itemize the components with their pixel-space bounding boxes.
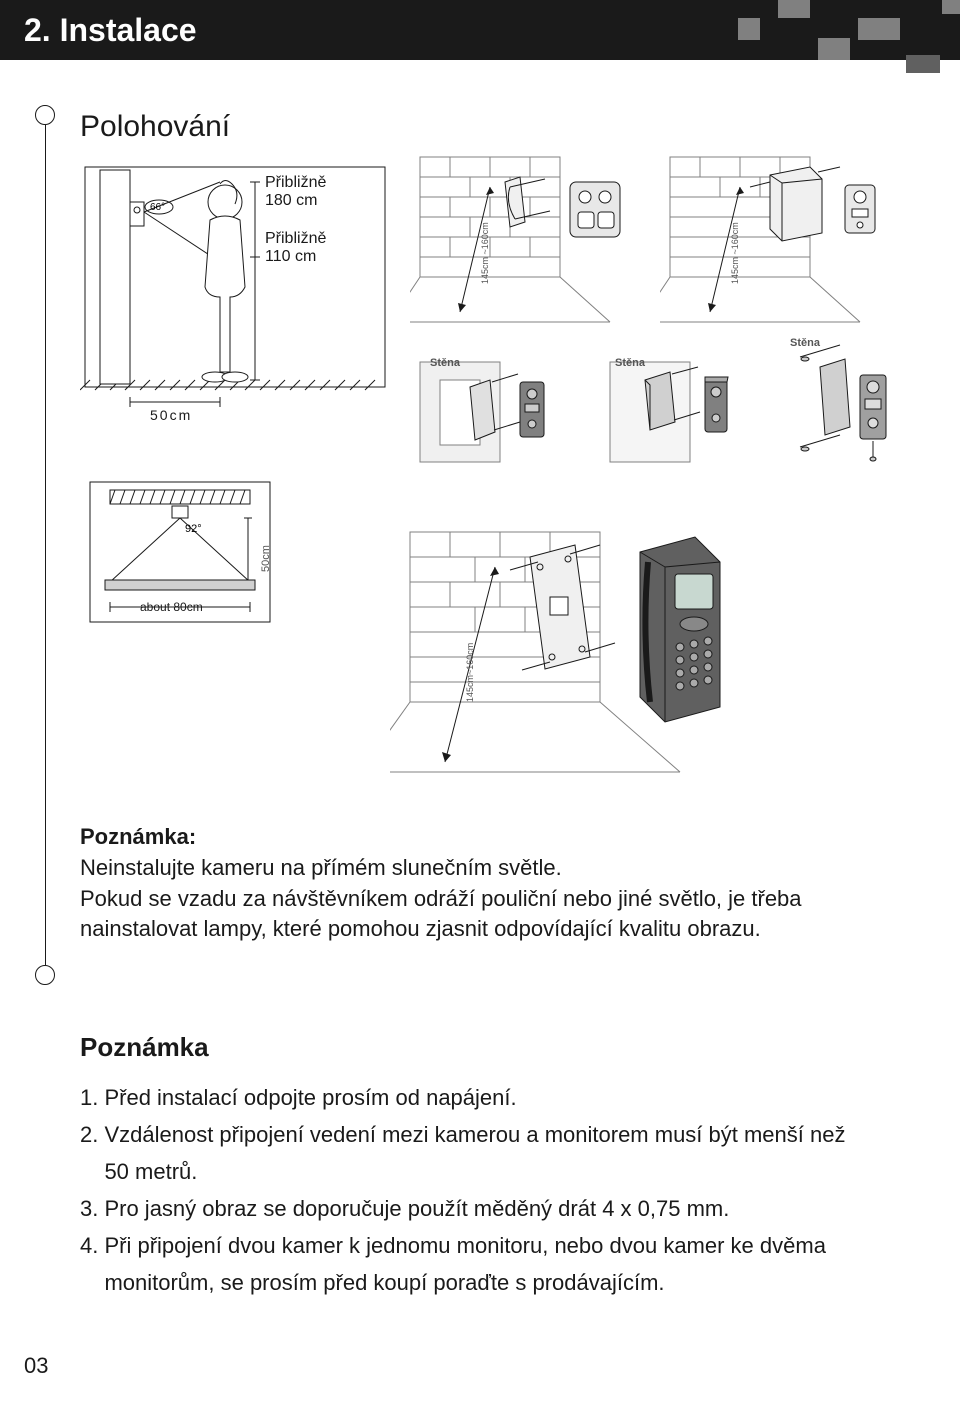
diagram-area: 66° Přibližně 180 cm Přibližně 110 cm [80, 162, 890, 822]
fig-wallmount-2 [660, 147, 890, 337]
list-item-1: 1. Před instalací odpojte prosím od napá… [80, 1081, 890, 1114]
height-label-1: 145cm ~160cm [480, 222, 490, 284]
stena-label-2: Stěna [615, 357, 645, 369]
svg-text:92°: 92° [185, 523, 202, 535]
list-item-2: 2. Vzdálenost připojení vedení mezi kame… [80, 1118, 890, 1151]
fig-monitor-mount [390, 512, 760, 792]
list-item-4b: monitorům, se prosím před koupí poraďte … [80, 1266, 890, 1299]
stena-label-1: Stěna [430, 357, 460, 369]
label-110: Přibližně 110 cm [265, 230, 326, 266]
height-label-2: 145cm ~160cm [730, 222, 740, 284]
stena-label-3: Stěna [790, 337, 820, 349]
fig-positioning: 66° [80, 162, 390, 422]
svg-text:66°: 66° [150, 202, 165, 213]
content: Polohování 66° [0, 60, 960, 1333]
fov-50cm: 50cm [260, 545, 272, 572]
note-block-1: Poznámka: Neinstalujte kameru na přímém … [80, 822, 890, 945]
note1-heading: Poznámka: [80, 822, 890, 853]
fig-stena-2 [590, 352, 760, 492]
note1-line2: Pokud se vzadu za návštěvníkem odráží po… [80, 884, 890, 915]
header-bar: 2. Instalace [0, 0, 960, 60]
numbered-list: 1. Před instalací odpojte prosím od napá… [80, 1081, 890, 1299]
note1-line3: nainstalovat lampy, které pomohou zjasni… [80, 914, 890, 945]
fig-stena-1 [400, 352, 570, 492]
height-label-3: 145cm~160cm [465, 643, 475, 702]
list-item-4: 4. Při připojení dvou kamer k jednomu mo… [80, 1229, 890, 1262]
fig-stena-3 [770, 337, 910, 492]
page-title: 2. Instalace [24, 12, 197, 49]
poznamka-heading: Poznámka [80, 1032, 890, 1063]
list-item-2b: 50 metrů. [80, 1155, 890, 1188]
label-50cm: 50cm [150, 407, 192, 423]
fov-80cm: about 80cm [140, 600, 203, 614]
list-item-3: 3. Pro jasný obraz se doporučuje použít … [80, 1192, 890, 1225]
note1-line1: Neinstalujte kameru na přímém slunečním … [80, 853, 890, 884]
section-title: Polohování [80, 110, 890, 144]
fig-wallmount-1 [410, 147, 640, 337]
page-number: 03 [0, 1333, 960, 1399]
label-66: Přibližně 180 cm [265, 174, 326, 210]
